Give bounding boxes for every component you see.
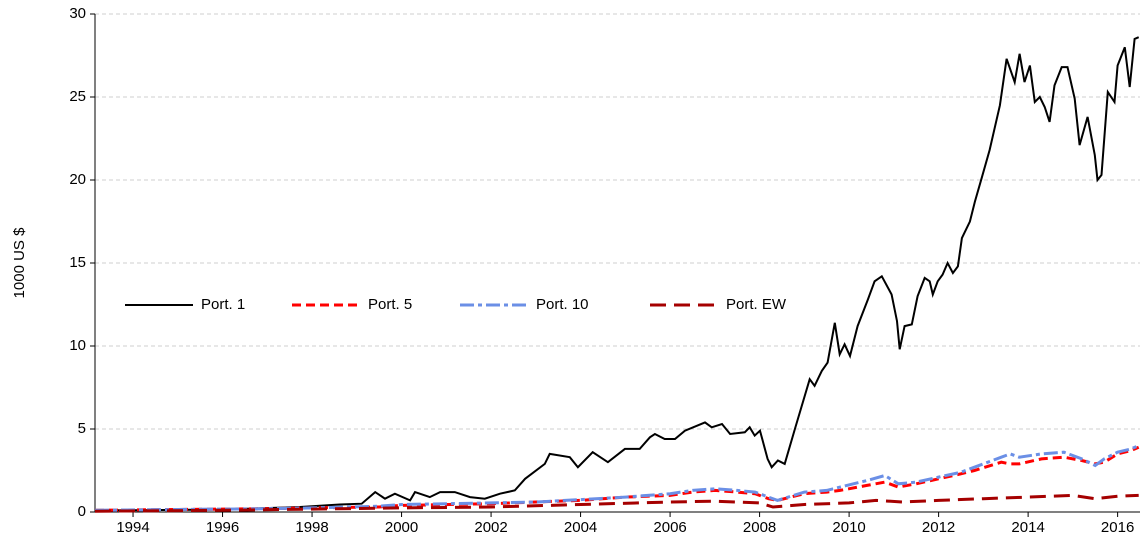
x-tick-label: 2004 <box>564 519 597 536</box>
x-tick-label: 1994 <box>116 519 149 536</box>
y-tick-label: 15 <box>69 254 86 271</box>
legend-label: Port. 5 <box>368 296 412 313</box>
y-tick-label: 0 <box>78 503 86 520</box>
y-tick-label: 5 <box>78 420 86 437</box>
series-line <box>94 445 1140 512</box>
x-tick-label: 2014 <box>1011 519 1044 536</box>
y-tick-label: 30 <box>69 5 86 22</box>
y-axis-label: 1000 US $ <box>11 227 28 299</box>
x-tick-label: 2008 <box>743 519 776 536</box>
x-tick-label: 2006 <box>653 519 686 536</box>
series-line <box>94 444 1140 512</box>
y-tick-label: 10 <box>69 337 86 354</box>
y-tick-label: 20 <box>69 171 86 188</box>
y-tick-label: 25 <box>69 88 86 105</box>
x-tick-label: 2000 <box>385 519 418 536</box>
series-line <box>94 493 1139 513</box>
x-tick-label: 2010 <box>832 519 865 536</box>
x-tick-label: 1998 <box>295 519 328 536</box>
legend-label: Port. 1 <box>201 296 245 313</box>
series-line <box>95 36 1140 512</box>
legend-label: Port. 10 <box>536 296 589 313</box>
legend-label: Port. EW <box>726 296 787 313</box>
x-tick-label: 1996 <box>206 519 239 536</box>
x-tick-label: 2016 <box>1101 519 1134 536</box>
x-tick-label: 2002 <box>474 519 507 536</box>
x-tick-label: 2012 <box>922 519 955 536</box>
